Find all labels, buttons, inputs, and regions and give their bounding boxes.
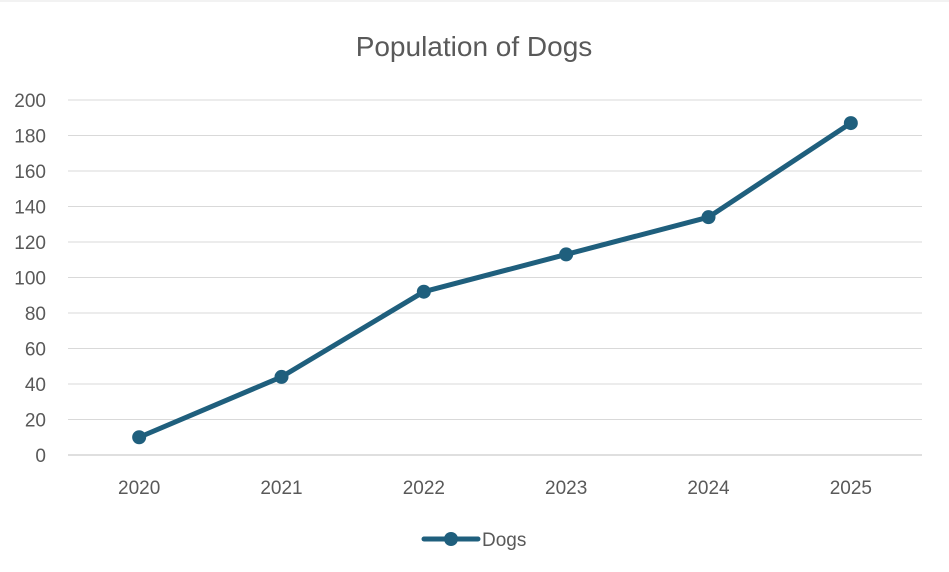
y-tick-label: 160 [14,162,46,183]
x-tick-label: 2023 [545,478,587,499]
y-tick-label: 120 [14,233,46,254]
series-line-dogs [136,120,854,440]
x-tick-label: 2020 [118,478,160,499]
data-point [132,430,147,445]
chart-title: Population of Dogs [356,31,593,62]
y-tick-label: 140 [14,198,46,219]
x-tick-label: 2021 [260,478,302,499]
y-tick-label: 20 [25,411,46,432]
y-tick-label: 100 [14,269,46,290]
y-axis-tick-labels: 0 20 40 60 80 100 120 140 160 180 200 [14,91,46,467]
legend-label: Dogs [482,530,526,551]
legend-swatch-marker [444,532,458,546]
y-tick-label: 60 [25,340,46,361]
data-point [701,210,716,225]
y-tick-label: 200 [14,91,46,112]
x-tick-label: 2022 [403,478,445,499]
gridlines [68,99,922,456]
y-tick-label: 80 [25,304,46,325]
data-point [274,369,289,384]
y-tick-label: 40 [25,375,46,396]
series-layer [132,116,858,445]
data-point [559,247,574,262]
x-axis-tick-labels: 2020 2021 2022 2023 2024 2025 [118,478,872,499]
y-tick-label: 180 [14,127,46,148]
legend: Dogs [421,530,526,551]
x-tick-label: 2024 [687,478,730,499]
x-tick-label: 2025 [830,478,872,499]
data-point [843,116,858,131]
y-tick-label: 0 [35,446,46,467]
data-point [416,284,431,299]
